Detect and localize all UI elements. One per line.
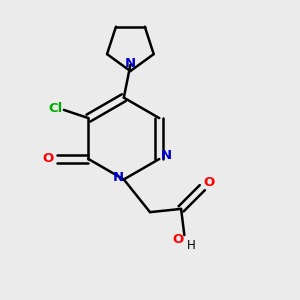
Text: Cl: Cl	[49, 102, 63, 115]
Text: O: O	[203, 176, 214, 189]
Text: N: N	[125, 57, 136, 70]
Text: H: H	[187, 239, 196, 252]
Text: N: N	[161, 148, 172, 162]
Text: N: N	[112, 171, 124, 184]
Text: O: O	[173, 233, 184, 247]
Text: O: O	[43, 152, 54, 166]
